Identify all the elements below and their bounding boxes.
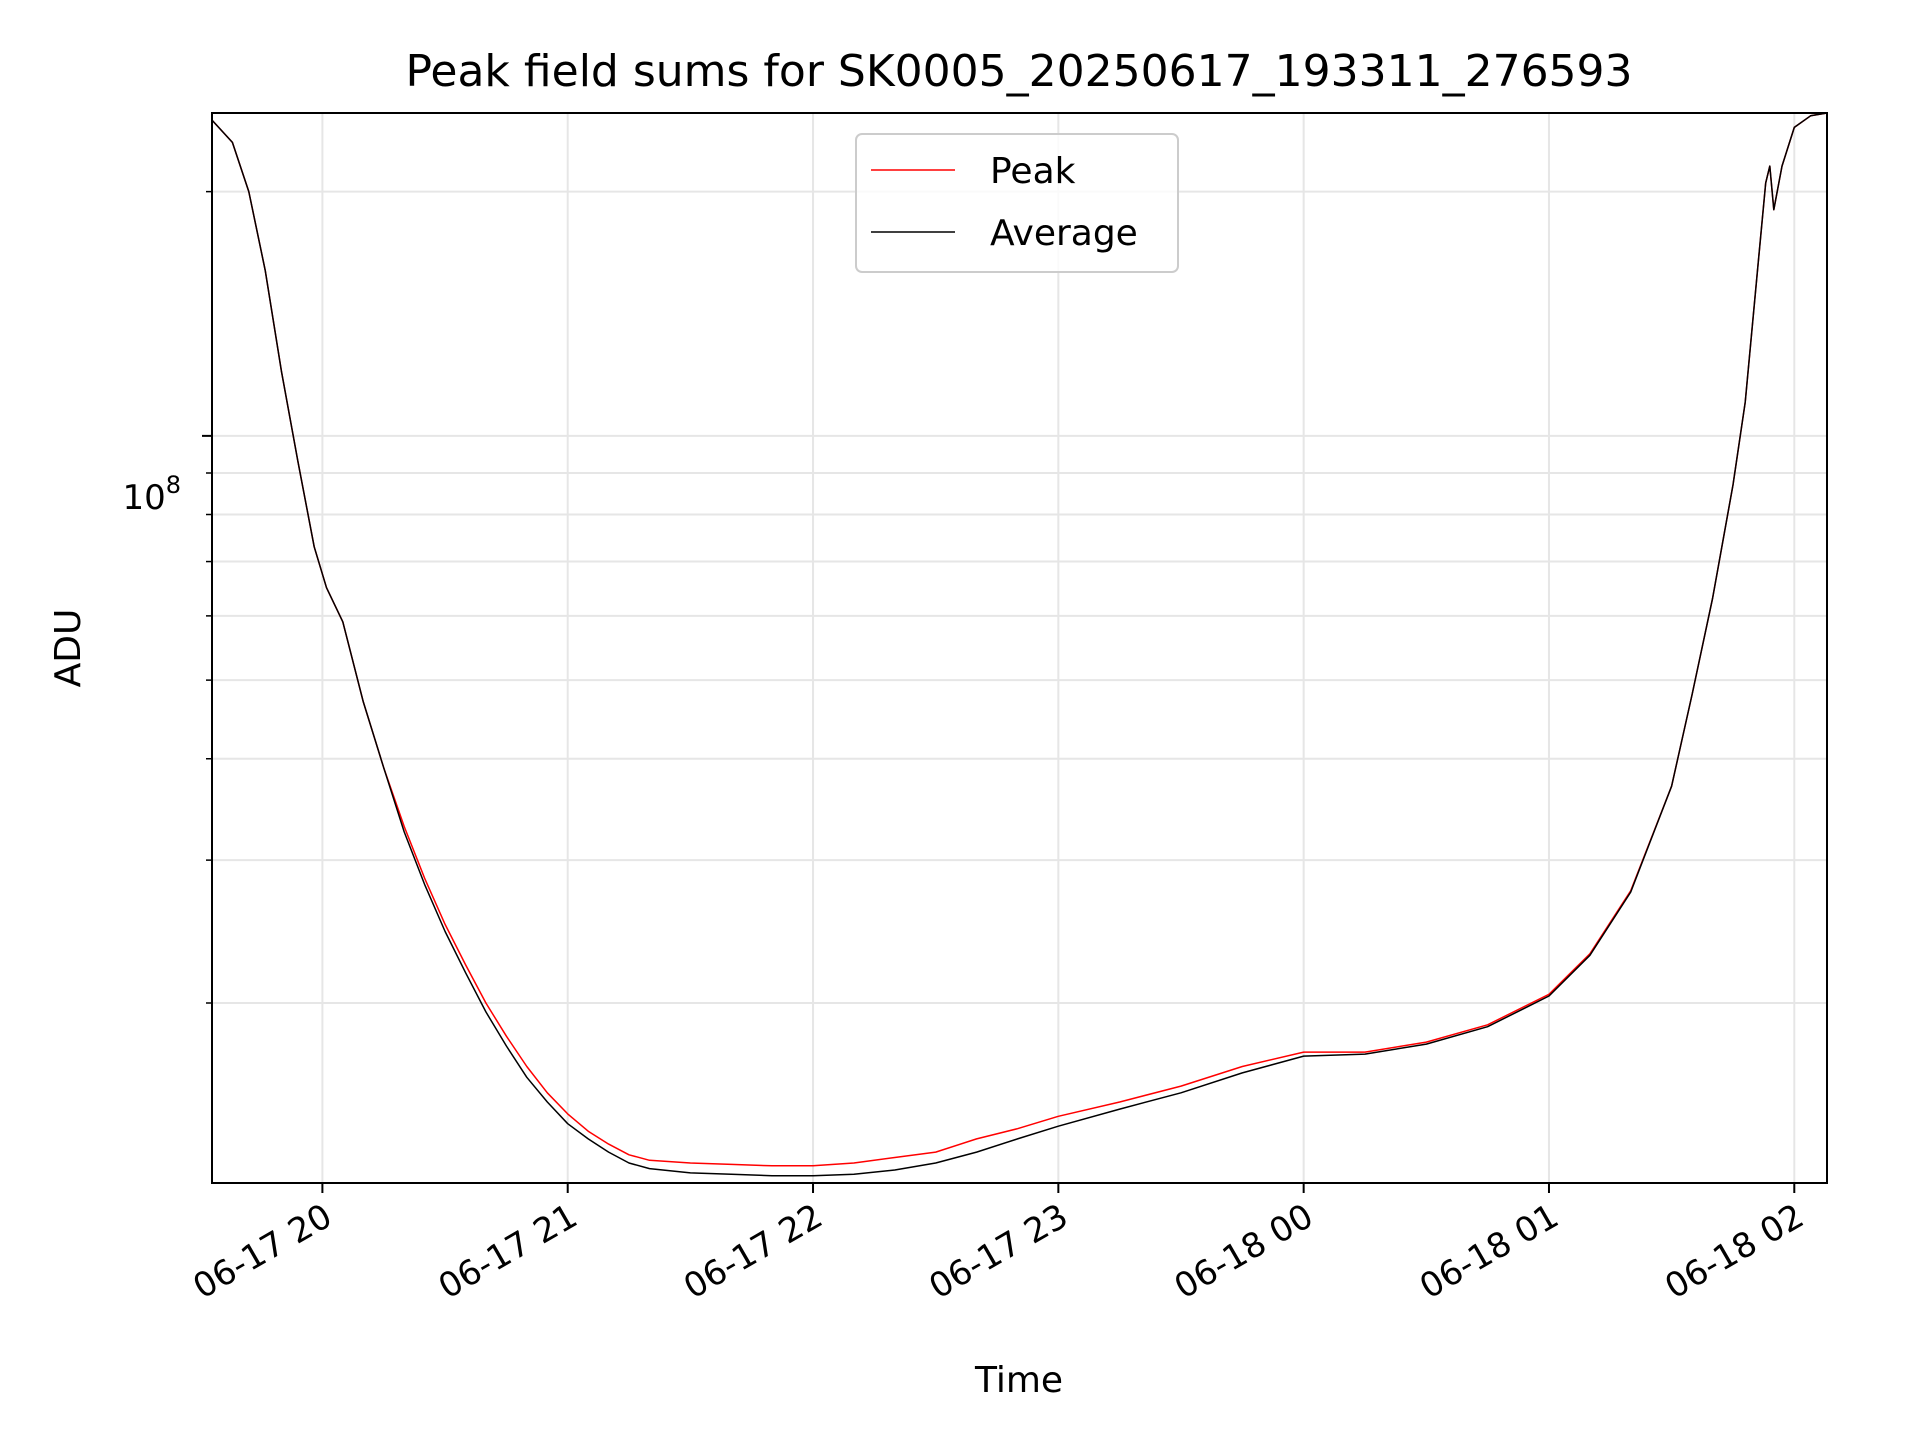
y-axis-label: ADU [48, 609, 89, 688]
series-group [211, 112, 1828, 1177]
chart-title: Peak field sums for SK0005_20250617_1933… [405, 46, 1632, 97]
legend: Peak Average [855, 133, 1179, 273]
y-axis: 108 [122, 190, 212, 1004]
plot-frame [211, 112, 1828, 1184]
series-line-average [211, 112, 1828, 1177]
legend-label-average: Average [990, 213, 1138, 254]
legend-box [855, 133, 1179, 273]
x-axis-label: Time [974, 1360, 1063, 1401]
legend-label-peak: Peak [990, 151, 1076, 192]
y-tick-label-1e8: 108 [122, 471, 181, 518]
